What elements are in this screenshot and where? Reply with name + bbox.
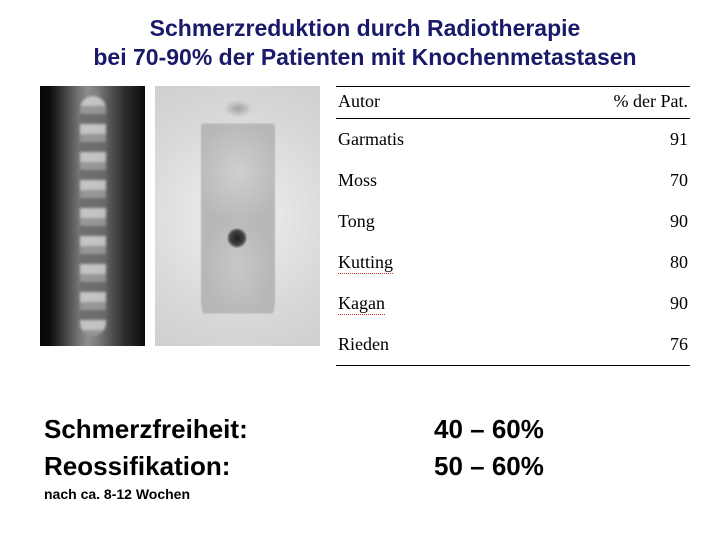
- cell-pct: 80: [503, 242, 690, 283]
- author-table: Autor % der Pat. Garmatis91Moss70Tong90K…: [336, 86, 690, 366]
- col-pct: % der Pat.: [503, 86, 690, 118]
- stat-label: Schmerzfreiheit:: [44, 414, 434, 445]
- author-table-wrap: Autor % der Pat. Garmatis91Moss70Tong90K…: [330, 86, 690, 366]
- cell-author: Rieden: [336, 324, 503, 366]
- table-body: Garmatis91Moss70Tong90Kutting80Kagan90Ri…: [336, 118, 690, 365]
- cell-author: Kutting: [336, 242, 503, 283]
- cell-pct: 90: [503, 283, 690, 324]
- bottom-stats: Schmerzfreiheit: 40 – 60% Reossifikation…: [44, 414, 680, 502]
- content-row: Autor % der Pat. Garmatis91Moss70Tong90K…: [0, 86, 720, 366]
- cell-author: Garmatis: [336, 118, 503, 160]
- table-row: Moss70: [336, 160, 690, 201]
- table-header-row: Autor % der Pat.: [336, 86, 690, 118]
- table-row: Tong90: [336, 201, 690, 242]
- table-row: Rieden76: [336, 324, 690, 366]
- cell-author: Tong: [336, 201, 503, 242]
- title-line-2: bei 70-90% der Patienten mit Knochenmeta…: [93, 44, 636, 70]
- cell-pct: 76: [503, 324, 690, 366]
- cell-pct: 70: [503, 160, 690, 201]
- cell-pct: 90: [503, 201, 690, 242]
- cell-author: Kagan: [336, 283, 503, 324]
- stat-label: Reossifikation:: [44, 451, 434, 482]
- bone-scan-image: [155, 86, 320, 346]
- mri-spine-image: [40, 86, 145, 346]
- table-row: Kutting80: [336, 242, 690, 283]
- stat-row-schmerzfreiheit: Schmerzfreiheit: 40 – 60%: [44, 414, 680, 445]
- col-author: Autor: [336, 86, 503, 118]
- slide-title: Schmerzreduktion durch Radiotherapie bei…: [0, 0, 720, 72]
- stat-note: nach ca. 8-12 Wochen: [44, 486, 680, 502]
- stat-row-reossifikation: Reossifikation: 50 – 60%: [44, 451, 680, 482]
- cell-author: Moss: [336, 160, 503, 201]
- title-line-1: Schmerzreduktion durch Radiotherapie: [150, 15, 581, 41]
- table-row: Garmatis91: [336, 118, 690, 160]
- table-row: Kagan90: [336, 283, 690, 324]
- cell-pct: 91: [503, 118, 690, 160]
- stat-value: 40 – 60%: [434, 414, 544, 445]
- stat-value: 50 – 60%: [434, 451, 544, 482]
